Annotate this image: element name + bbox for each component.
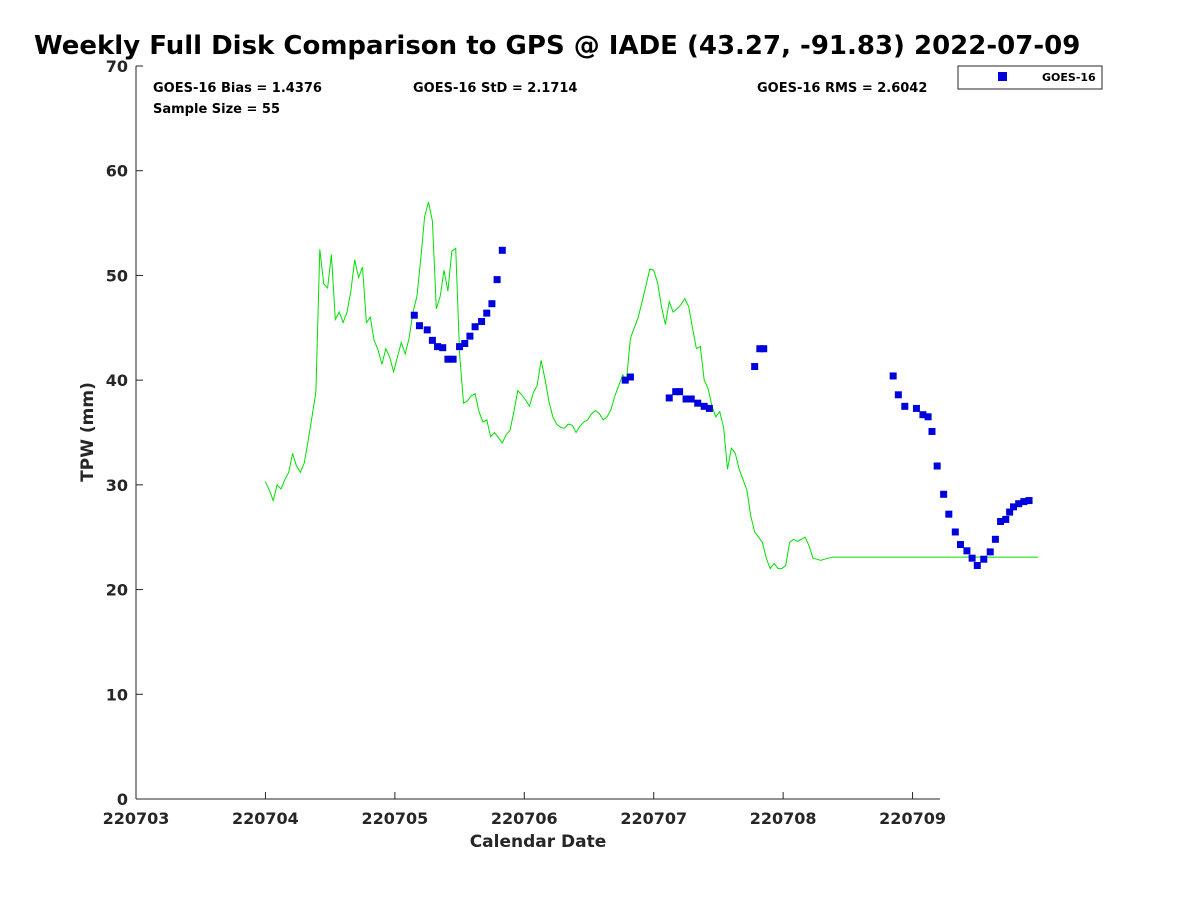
std-annotation: GOES-16 StD = 2.1714 <box>413 81 577 96</box>
goes16-point <box>478 318 486 326</box>
goes16-point <box>945 510 953 518</box>
goes16-point <box>973 561 981 569</box>
goes16-point <box>928 427 936 435</box>
goes16-point <box>912 404 920 412</box>
goes16-point <box>461 339 469 347</box>
y-tick-label: 30 <box>106 476 128 495</box>
goes16-point <box>980 555 988 563</box>
y-tick-label: 50 <box>106 266 128 285</box>
goes16-point <box>919 411 927 419</box>
goes16-point <box>471 323 479 331</box>
goes16-point <box>1020 498 1028 506</box>
x-tick-label: 220708 <box>750 809 817 828</box>
goes16-point <box>889 372 897 380</box>
y-tick-label: 0 <box>117 790 128 809</box>
goes16-point <box>672 388 680 396</box>
x-tick-label: 220707 <box>620 809 687 828</box>
goes16-point <box>621 376 629 384</box>
goes16-point <box>997 518 1005 526</box>
legend-label-goes16: GOES-16 <box>1042 71 1096 84</box>
goes16-point <box>968 554 976 562</box>
x-tick-label: 220703 <box>103 809 170 828</box>
goes16-point <box>924 413 932 421</box>
y-tick-label: 40 <box>106 371 128 390</box>
goes16-point <box>434 343 442 351</box>
legend: GOES-16 <box>957 65 1103 90</box>
legend-box <box>957 65 1103 90</box>
y-tick-label: 10 <box>106 685 128 704</box>
bias-annotation: GOES-16 Bias = 1.4376 <box>153 81 322 96</box>
goes16-point <box>760 345 768 353</box>
goes16-point <box>456 343 464 351</box>
x-axis-label: Calendar Date <box>470 832 607 852</box>
x-tick-label: 220706 <box>491 809 558 828</box>
goes16-point <box>956 541 964 549</box>
goes16-point <box>751 363 759 371</box>
goes16-point <box>682 395 690 403</box>
goes16-point <box>493 276 501 284</box>
legend-marker <box>998 72 1007 81</box>
rms-annotation: GOES-16 RMS = 2.6042 <box>757 81 927 96</box>
x-ticks: 220703 220704 220705 220706 220707 220708 2207… <box>103 792 946 828</box>
goes16-point <box>894 391 902 399</box>
goes16-point <box>466 332 474 340</box>
goes16-point <box>483 309 491 317</box>
goes16-point <box>963 547 971 555</box>
goes16-point <box>410 311 418 319</box>
goes16-point <box>933 462 941 470</box>
goes16-point <box>1025 497 1033 505</box>
y-tick-label: 70 <box>106 57 128 76</box>
goes16-point <box>423 326 431 334</box>
x-tick-label: 220705 <box>361 809 428 828</box>
goes16-point <box>940 490 948 498</box>
goes16-point <box>986 548 994 556</box>
goes16-point <box>428 336 436 344</box>
goes16-point <box>991 535 999 543</box>
goes16-point <box>700 402 708 410</box>
goes16-point <box>694 399 702 407</box>
goes16-point <box>626 373 634 381</box>
y-tick-label: 60 <box>106 162 128 181</box>
goes16-point <box>449 355 457 363</box>
y-ticks: 0 10 20 30 40 50 60 70 <box>106 57 143 809</box>
goes16-point <box>901 402 909 410</box>
x-tick-label: 220709 <box>879 809 946 828</box>
goes16-point <box>676 388 684 396</box>
goes16-series-points <box>410 246 1033 569</box>
goes16-point <box>498 246 506 254</box>
goes16-point <box>488 300 496 308</box>
goes16-point <box>1002 515 1010 523</box>
goes16-point <box>705 404 713 412</box>
x-tick-label: 220704 <box>232 809 299 828</box>
goes16-point <box>665 394 673 402</box>
goes16-point <box>1010 503 1018 511</box>
goes16-point <box>1015 500 1023 508</box>
goes16-point <box>756 345 764 353</box>
goes16-point <box>951 528 959 536</box>
gps-series-line <box>264 201 1039 570</box>
goes16-point <box>444 355 452 363</box>
goes16-point <box>687 395 695 403</box>
sample-size-annotation: Sample Size = 55 <box>153 102 280 117</box>
y-tick-label: 20 <box>106 581 128 600</box>
y-axis-label: TPW (mm) <box>78 382 98 482</box>
chart-title: Weekly Full Disk Comparison to GPS @ IAD… <box>34 31 1080 61</box>
goes16-point <box>1006 508 1014 516</box>
goes16-point <box>439 344 447 352</box>
goes16-point <box>415 322 423 330</box>
